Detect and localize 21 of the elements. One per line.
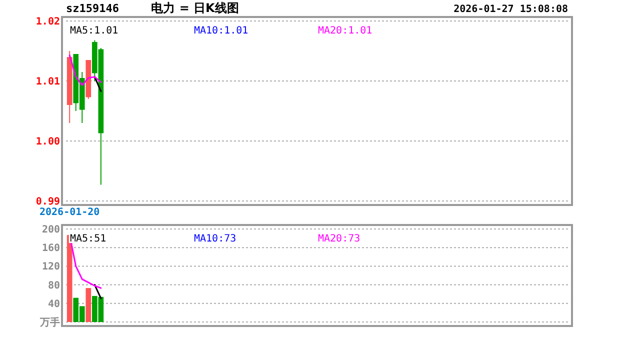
y-tick-label: 200: [42, 224, 60, 236]
text: MA20:1.01: [318, 26, 372, 36]
y-tick-label: 1.02: [36, 16, 60, 28]
line-series: [68, 54, 102, 86]
y-tick-label: 1.00: [36, 136, 60, 148]
y-tick-label: 40: [48, 298, 60, 310]
y-tick-label: 80: [48, 280, 60, 292]
chart-title: sz159146: [66, 2, 120, 15]
y-tick-label: 120: [42, 262, 60, 273]
legend-label: MA10:1.01: [194, 26, 248, 36]
y-tick-label: 160: [42, 243, 60, 254]
text: MA20:73: [318, 234, 360, 244]
chart-subtitle: 电力 = 日K线图: [151, 1, 239, 15]
y-tick-label: 0.99: [36, 196, 60, 208]
bar: [86, 288, 92, 322]
text: 2026-01-27 15:08:08: [454, 4, 568, 15]
text: MA5:1.01: [70, 26, 118, 36]
legend-label: MA10:73: [194, 234, 236, 244]
y-tick-label: 万手: [39, 316, 60, 328]
y-tick-label: 1.01: [36, 76, 60, 88]
x-tick-label: 2026-01-20: [39, 207, 100, 218]
